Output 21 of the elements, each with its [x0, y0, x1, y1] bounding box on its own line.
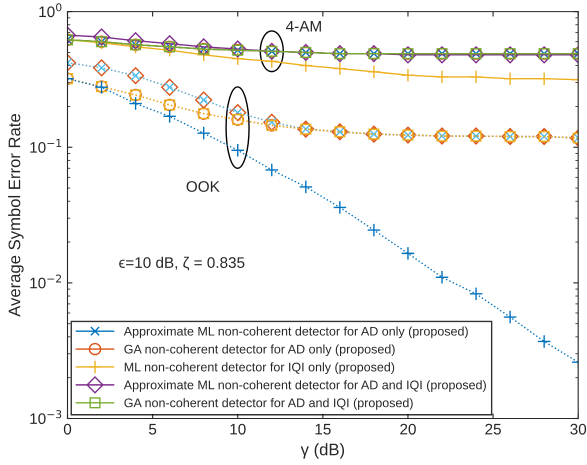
y-axis-title: Average Symbol Error Rate [8, 114, 24, 317]
x-axis-title: γ (dB) [300, 443, 344, 459]
legend-label: GA non-coherent detector for AD only (proposed) [124, 344, 395, 356]
legend-label: GA non-coherent detector for AD and IQI (proposed) [124, 398, 413, 410]
x-tick-label: 5 [148, 424, 156, 435]
x-tick-label: 10 [230, 424, 246, 435]
x-tick-label: 25 [485, 424, 501, 435]
annotation: ϵ=10 dB, ζ = 0.835 [119, 256, 244, 270]
annotation: 4-AM [286, 20, 321, 32]
y-tick-label: 10$^{0}$ [39, 3, 62, 18]
legend-label: ML non-coherent detector for IQI only (proposed) [124, 362, 394, 374]
x-tick-label: 15 [316, 424, 331, 435]
y-tick-label: 10$^{−3}$ [30, 410, 62, 424]
annotation: OOK [186, 181, 220, 192]
x-tick-label: 0 [64, 424, 72, 435]
y-tick-label: 10$^{−2}$ [30, 274, 62, 288]
legend-label: Approximate ML non-coherent detector for AD and IQI (proposed) [124, 380, 486, 392]
x-tick-label: 20 [400, 424, 416, 435]
legend-label: Approximate ML non-coherent detector for AD only (proposed) [124, 326, 468, 338]
x-tick-label: 30 [570, 424, 586, 435]
y-tick-label: 10$^{−1}$ [30, 139, 62, 153]
